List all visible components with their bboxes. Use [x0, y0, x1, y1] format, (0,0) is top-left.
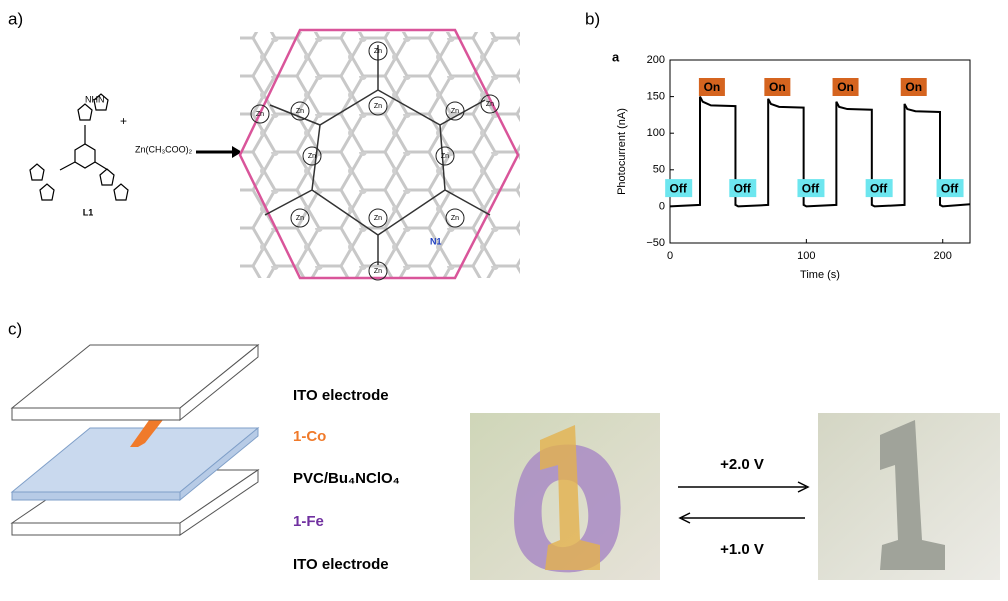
atom-label: Zn: [296, 215, 304, 222]
atom-label: Zn: [374, 48, 382, 55]
voltage-label: +2.0 V: [720, 456, 764, 473]
chart-title: a: [612, 49, 620, 64]
atom-label: Zn: [374, 103, 382, 110]
atom-label: NHN: [85, 94, 105, 104]
atom-label: Zn: [256, 111, 264, 118]
y-tick-label: 0: [659, 200, 665, 212]
annotation: Off: [734, 181, 752, 195]
annotation: On: [769, 80, 786, 94]
annotation: Off: [941, 181, 959, 195]
reaction-arrow: [196, 146, 242, 158]
x-tick-label: 0: [667, 250, 673, 262]
ligand-structure: [30, 94, 128, 200]
voltage-label: +1.0 V: [720, 541, 764, 558]
annotation: On: [905, 80, 922, 94]
atom-label: Zn: [374, 215, 382, 222]
photo-bleached: [818, 413, 1000, 580]
device-stack: [12, 345, 258, 535]
figure: a) b) c) NHN L1 + Zn(CH₃COO)₂ N1 a−50050…: [0, 0, 1008, 596]
layer-label: 1-Fe: [293, 513, 324, 530]
plus: +: [120, 114, 127, 128]
layer-label: ITO electrode: [293, 387, 389, 404]
annotation: Off: [670, 181, 688, 195]
panel-label: b): [585, 9, 600, 28]
y-tick-label: −50: [646, 237, 665, 249]
atom-label: Zn: [308, 153, 316, 160]
annotation: Off: [870, 181, 888, 195]
panel-label: a): [8, 9, 23, 28]
annotation: On: [704, 80, 721, 94]
y-tick-label: 50: [653, 164, 665, 176]
ligand-label: L1: [83, 207, 94, 217]
layer-label: 1-Co: [293, 428, 326, 445]
y-tick-label: 100: [647, 127, 665, 139]
layer-label: ITO electrode: [293, 556, 389, 573]
layer-label: PVC/Bu₄NClO₄: [293, 470, 400, 487]
node-label: N1: [430, 236, 442, 246]
atom-label: Zn: [451, 215, 459, 222]
reagent: Zn(CH₃COO)₂: [135, 144, 193, 154]
panel-label: c): [8, 319, 22, 338]
switch-arrows: [678, 482, 808, 523]
atom-label: Zn: [374, 268, 382, 275]
annotation: Off: [802, 181, 820, 195]
annotation: On: [837, 80, 854, 94]
y-tick-label: 150: [647, 91, 665, 103]
atom-label: Zn: [296, 108, 304, 115]
atom-label: Zn: [486, 101, 494, 108]
x-axis-label: Time (s): [800, 269, 840, 281]
atom-label: Zn: [451, 108, 459, 115]
atom-label: Zn: [441, 153, 449, 160]
photo-colored: [470, 413, 660, 580]
y-tick-label: 200: [647, 54, 665, 66]
y-axis-label: Photocurrent (nA): [616, 108, 628, 195]
x-tick-label: 200: [934, 250, 952, 262]
x-tick-label: 100: [797, 250, 815, 262]
